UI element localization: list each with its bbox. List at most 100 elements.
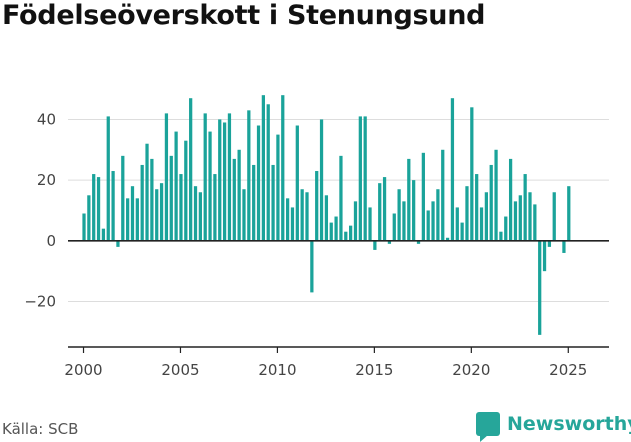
bar bbox=[184, 140, 188, 241]
bar bbox=[82, 213, 86, 241]
bar bbox=[542, 240, 547, 272]
bar bbox=[431, 201, 435, 241]
x-tick-label: 2015 bbox=[355, 361, 393, 379]
bar bbox=[368, 207, 372, 241]
bar bbox=[363, 116, 367, 241]
bar bbox=[189, 98, 193, 241]
bar bbox=[436, 189, 440, 241]
bar bbox=[222, 122, 227, 241]
brand-name: Newsworthy bbox=[507, 413, 631, 435]
bar bbox=[455, 207, 459, 241]
bar bbox=[140, 164, 144, 241]
bar bbox=[562, 240, 566, 253]
bar bbox=[349, 225, 353, 241]
x-tick-label: 2025 bbox=[549, 361, 587, 379]
bar bbox=[92, 174, 96, 241]
bar bbox=[489, 164, 493, 241]
bar bbox=[397, 189, 401, 241]
bar bbox=[484, 192, 488, 241]
bar bbox=[179, 174, 183, 241]
bars bbox=[82, 95, 571, 335]
bar bbox=[407, 158, 411, 241]
bar bbox=[276, 134, 280, 241]
bar bbox=[218, 119, 222, 241]
y-tick-label: 40 bbox=[37, 110, 56, 128]
bar bbox=[121, 155, 125, 241]
bar bbox=[412, 180, 416, 241]
bar bbox=[567, 186, 571, 241]
bar bbox=[513, 201, 518, 241]
bar bbox=[126, 198, 130, 241]
bar bbox=[499, 231, 503, 241]
bar bbox=[96, 177, 101, 241]
bar bbox=[378, 183, 382, 241]
bar bbox=[353, 201, 358, 241]
bar bbox=[441, 149, 445, 241]
bar bbox=[310, 240, 314, 293]
gridlines bbox=[68, 118, 609, 302]
bar bbox=[164, 113, 169, 241]
bar bbox=[475, 174, 479, 241]
bar bbox=[382, 177, 387, 241]
x-tick-label: 2010 bbox=[258, 361, 296, 379]
bar bbox=[237, 149, 241, 241]
bar bbox=[329, 222, 333, 241]
bar bbox=[402, 201, 406, 241]
bar bbox=[358, 116, 362, 241]
bar bbox=[87, 195, 91, 241]
bar bbox=[460, 222, 464, 241]
bar bbox=[295, 125, 299, 241]
bar bbox=[508, 158, 513, 241]
bar bbox=[373, 240, 377, 250]
bar bbox=[426, 210, 430, 241]
bar bbox=[290, 207, 295, 241]
bar bbox=[208, 131, 212, 241]
x-tick-label: 2000 bbox=[64, 361, 102, 379]
bar bbox=[300, 189, 304, 241]
chart-title: Födelseöverskott i Stenungsund bbox=[2, 0, 486, 31]
bar bbox=[261, 95, 265, 241]
bar bbox=[130, 186, 135, 241]
bar bbox=[339, 155, 343, 241]
bar bbox=[150, 158, 154, 241]
bar bbox=[416, 240, 421, 244]
bar bbox=[315, 171, 319, 241]
bar bbox=[106, 116, 110, 241]
bar bbox=[232, 158, 236, 241]
bar bbox=[169, 155, 173, 241]
bar bbox=[319, 119, 324, 241]
bar bbox=[305, 192, 309, 241]
bar bbox=[533, 204, 537, 241]
bar bbox=[174, 131, 178, 241]
bar bbox=[479, 207, 484, 241]
bar bbox=[450, 98, 455, 241]
bar bbox=[421, 152, 425, 241]
bar bbox=[324, 195, 329, 241]
bar bbox=[159, 183, 164, 241]
bar bbox=[252, 164, 256, 241]
bar bbox=[504, 216, 508, 241]
bar bbox=[528, 192, 532, 241]
bar bbox=[193, 186, 198, 241]
bar bbox=[266, 104, 270, 241]
bar bbox=[271, 164, 275, 241]
bar bbox=[155, 189, 159, 241]
x-tick-label: 2020 bbox=[452, 361, 490, 379]
bar bbox=[344, 231, 348, 241]
newsworthy-logo-icon bbox=[476, 412, 500, 442]
bar bbox=[135, 198, 139, 241]
bar bbox=[445, 237, 450, 241]
x-tick-label: 2005 bbox=[161, 361, 199, 379]
bar bbox=[145, 143, 149, 241]
bar bbox=[552, 192, 556, 241]
bar bbox=[111, 171, 115, 241]
bar bbox=[470, 107, 474, 241]
bar bbox=[256, 125, 261, 241]
y-tick-label: −20 bbox=[24, 292, 56, 310]
bar bbox=[465, 186, 469, 241]
bar bbox=[494, 149, 498, 241]
y-tick-label: 0 bbox=[46, 232, 56, 250]
bar bbox=[334, 216, 338, 241]
bar bbox=[203, 113, 207, 241]
